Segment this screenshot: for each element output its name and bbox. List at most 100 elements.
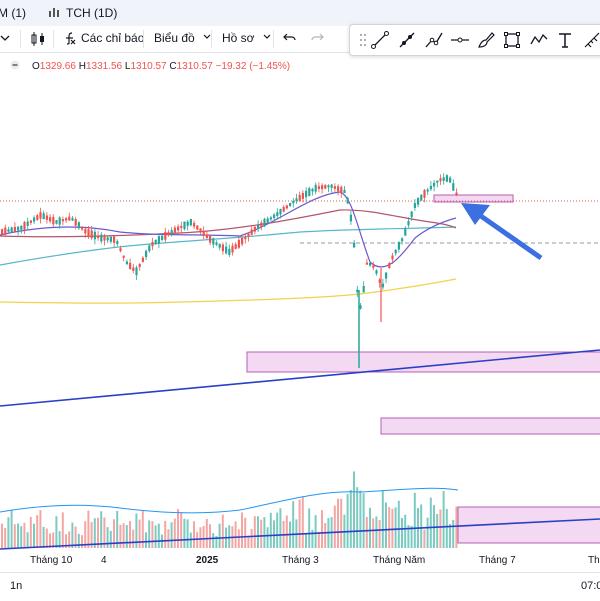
tab-market[interactable]: M (1) [0,6,26,20]
candle [324,184,327,190]
candle [269,215,272,221]
candle [167,229,170,237]
open-label: O [32,61,40,72]
info-line-icon[interactable] [424,30,444,50]
profile-menu-button[interactable]: Hồ sơ [222,31,272,45]
volume-bar [154,525,157,548]
measure-icon[interactable] [582,30,600,50]
candle-type-icon[interactable] [30,31,46,50]
candle [266,216,269,224]
candle [349,211,352,225]
candle [45,212,48,224]
candle [289,202,292,207]
volume-bar [359,490,362,548]
candle [189,218,192,227]
time-label: Tháng 10 [30,555,73,566]
function-icon [66,32,76,45]
candle [388,261,391,269]
time-axis[interactable]: Tháng 10 4 2025 Tháng 3 Tháng Năm Tháng … [0,550,600,572]
volume-bar [186,519,189,548]
time-label: 4 [101,555,107,566]
candle [109,236,112,244]
candle [10,226,13,233]
trendline-lower[interactable] [0,518,600,550]
trendline-upper[interactable] [0,349,600,407]
demand-zone-lower[interactable] [380,417,600,435]
candle [145,249,148,261]
volume-bar [205,518,208,548]
volume-bar [429,497,432,548]
chart-tab-icon [48,7,62,18]
volume-bar [109,530,112,548]
candle [410,210,413,221]
volume-bar [68,531,71,548]
candle [362,281,365,293]
candle [237,236,240,250]
tab-tch[interactable]: TCH (1D) [48,6,117,20]
candle [103,234,106,246]
candle [327,184,330,193]
trend-line-icon[interactable] [370,30,390,50]
volume-bar [423,529,426,548]
volume-bar [209,524,211,548]
candle [365,258,368,265]
undo-icon[interactable] [283,31,297,48]
candle [401,237,404,245]
profile-menu-label: Hồ sơ [222,31,255,45]
candle [225,241,228,255]
volume-bar [106,527,109,548]
candle [378,278,381,288]
volume-bar [253,516,256,548]
drag-handle-icon[interactable] [353,30,373,50]
redo-icon[interactable] [310,31,324,48]
chart-menu-button[interactable]: Biểu đồ [154,31,212,45]
volume-bar [93,518,96,548]
candle [20,225,23,234]
rectangle-icon[interactable] [502,30,522,50]
price-chart[interactable] [0,52,600,550]
arrow-annotation[interactable] [461,203,543,261]
candle [337,184,340,196]
volume-bar [452,519,455,548]
volume-bar [164,520,167,548]
candle [77,221,80,230]
volume-bar [119,524,122,548]
indicators-button[interactable]: Các chỉ báo [63,31,144,45]
volume-bar [260,519,263,548]
supply-zone-small[interactable] [433,194,514,203]
path-icon[interactable] [529,30,549,50]
volume-bar [151,521,154,548]
candle [29,220,32,225]
tab-bar: M (1) TCH (1D) [0,0,600,27]
candle [164,227,167,243]
volume-bar [13,524,16,548]
candle [397,241,400,253]
candle [250,226,253,236]
volume-bar [167,529,170,548]
candle [359,303,362,310]
volume-bar [397,500,400,548]
interval-button[interactable]: 1n [10,580,23,592]
volume-bar [55,516,58,548]
candle [298,191,301,202]
candle [247,232,250,242]
horizontal-line-icon[interactable] [450,30,470,50]
demand-zone-main[interactable] [246,351,600,373]
volume-bar [45,528,48,548]
volume-bar [173,518,176,548]
brush-icon[interactable] [476,30,496,50]
candle [100,232,103,244]
close-value: 1310.57 [176,61,213,72]
candle [157,233,160,249]
collapse-legend-icon[interactable] [10,60,20,70]
volume-bar [81,535,83,548]
ray-icon[interactable] [397,30,417,50]
candle [58,216,61,229]
volume-bar [177,509,179,548]
candle [135,265,138,280]
text-icon[interactable] [555,30,575,50]
volume-bar [87,510,90,548]
chevron-down-icon[interactable] [0,31,10,48]
volume-bar [20,526,23,548]
volume-bar [420,504,423,548]
